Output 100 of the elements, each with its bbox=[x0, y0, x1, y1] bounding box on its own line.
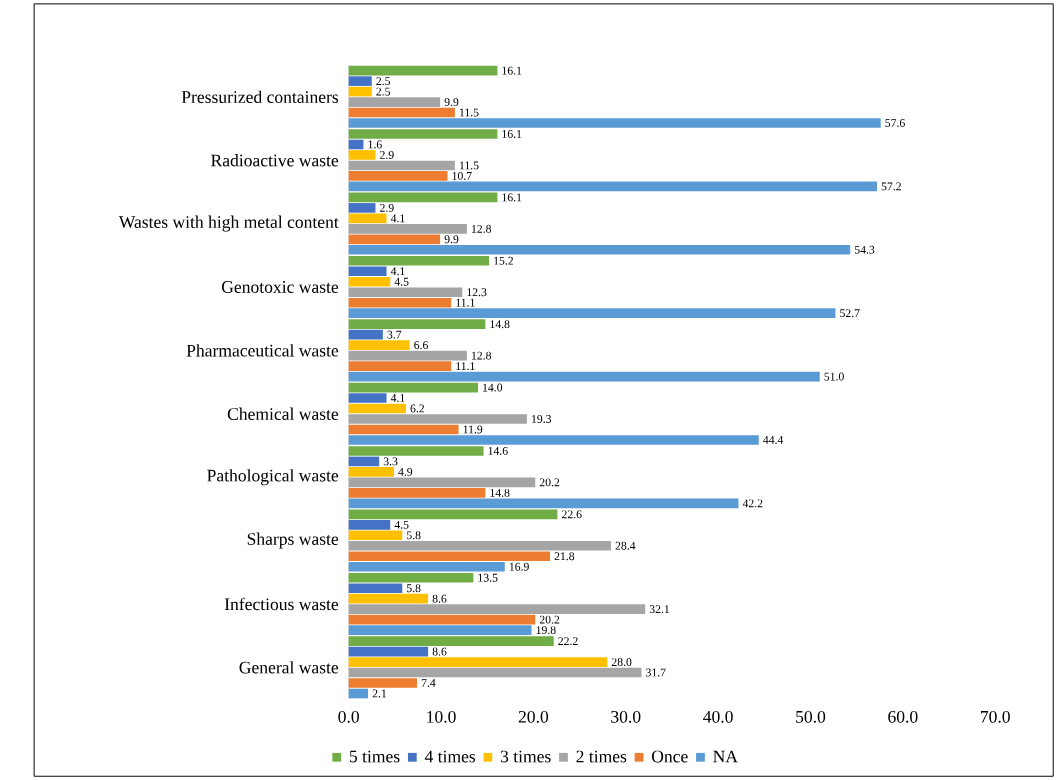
data-label: 2.5 bbox=[376, 77, 391, 86]
bar bbox=[348, 107, 455, 118]
data-label: 1.6 bbox=[368, 140, 382, 149]
data-label: 12.8 bbox=[472, 351, 492, 360]
data-label: 4.1 bbox=[390, 394, 405, 402]
data-label: 54.3 bbox=[854, 245, 875, 254]
bar bbox=[348, 65, 498, 76]
bar bbox=[348, 688, 369, 699]
data-label: 32.1 bbox=[649, 605, 670, 614]
data-label: 31.7 bbox=[646, 668, 666, 677]
data-label: 8.6 bbox=[432, 594, 447, 603]
x-tick-label: 40.0 bbox=[703, 710, 733, 723]
bar bbox=[348, 371, 820, 382]
bar bbox=[348, 308, 836, 318]
bar bbox=[348, 593, 429, 604]
data-label: 14.6 bbox=[488, 446, 508, 455]
data-label: 14.8 bbox=[490, 488, 510, 497]
data-label: 4.1 bbox=[390, 267, 405, 276]
data-label: 9.9 bbox=[444, 235, 459, 244]
data-label: 5.8 bbox=[407, 531, 421, 540]
x-tick-label: 60.0 bbox=[888, 710, 918, 723]
y-tick-label: Wastes with high metal content bbox=[118, 215, 339, 232]
bar bbox=[348, 530, 403, 541]
bar bbox=[348, 498, 739, 509]
bar bbox=[348, 234, 441, 245]
bar bbox=[348, 657, 608, 667]
x-tick-label: 10.0 bbox=[427, 710, 456, 723]
x-tick-label: 70.0 bbox=[981, 710, 1010, 723]
bar bbox=[348, 424, 459, 435]
y-tick-label: Chemical waste bbox=[227, 407, 339, 420]
legend-label: 5 times bbox=[349, 750, 400, 763]
data-label: 15.2 bbox=[494, 256, 513, 265]
data-label: 14.0 bbox=[483, 383, 503, 392]
bar bbox=[348, 636, 554, 646]
bar bbox=[348, 414, 527, 424]
data-label: 11.1 bbox=[456, 362, 475, 370]
data-label: 22.6 bbox=[562, 510, 582, 519]
y-tick-label: Radioactive waste bbox=[211, 153, 339, 167]
data-label: 11.5 bbox=[460, 161, 479, 170]
bar bbox=[348, 244, 851, 255]
data-label: 2.9 bbox=[380, 150, 394, 159]
data-label: 16.9 bbox=[509, 562, 529, 571]
data-label: 12.8 bbox=[472, 224, 492, 233]
y-tick-label: Infectious waste bbox=[224, 597, 339, 611]
bar bbox=[348, 181, 877, 192]
data-label: 4.5 bbox=[394, 520, 409, 529]
legend-label: 4 times bbox=[424, 750, 476, 763]
data-label: 20.2 bbox=[539, 478, 560, 487]
bar bbox=[348, 646, 429, 657]
data-label: 20.2 bbox=[539, 615, 560, 624]
data-label: 42.2 bbox=[742, 499, 763, 508]
data-label: 14.8 bbox=[490, 320, 510, 329]
bar bbox=[348, 456, 380, 467]
y-tick-label: Genotoxic waste bbox=[221, 281, 339, 293]
data-label: 6.6 bbox=[414, 341, 429, 350]
x-tick-label: 0.0 bbox=[338, 710, 359, 723]
bar bbox=[348, 203, 376, 213]
y-tick-label: Pathological waste bbox=[207, 469, 339, 486]
bar bbox=[348, 350, 467, 361]
bar bbox=[348, 319, 486, 329]
legend-label: NA bbox=[713, 750, 738, 763]
data-label: 11.1 bbox=[456, 298, 475, 307]
data-label: 21.8 bbox=[554, 552, 575, 561]
bar bbox=[348, 393, 387, 403]
bar bbox=[348, 667, 642, 678]
data-label: 2.1 bbox=[372, 689, 387, 698]
bar bbox=[348, 477, 536, 488]
data-label: 16.1 bbox=[502, 130, 522, 138]
bar bbox=[348, 86, 372, 97]
bar bbox=[348, 329, 383, 340]
bar bbox=[348, 129, 498, 139]
x-tick-label: 30.0 bbox=[611, 710, 641, 723]
bar bbox=[348, 583, 403, 593]
data-label: 51.0 bbox=[824, 372, 844, 381]
data-label: 16.1 bbox=[502, 193, 522, 202]
data-label: 8.6 bbox=[432, 647, 447, 656]
bar bbox=[348, 287, 463, 297]
bar bbox=[348, 276, 391, 287]
bar bbox=[348, 625, 532, 635]
data-label: 28.0 bbox=[611, 658, 632, 666]
bar bbox=[348, 382, 478, 393]
bar bbox=[348, 519, 391, 530]
data-label: 4.5 bbox=[394, 277, 409, 286]
bar bbox=[348, 297, 452, 308]
bar bbox=[348, 97, 441, 107]
bar bbox=[348, 446, 484, 456]
data-label: 2.9 bbox=[380, 203, 394, 212]
bar bbox=[348, 255, 490, 266]
data-label: 9.9 bbox=[444, 98, 459, 106]
data-label: 12.3 bbox=[467, 288, 487, 297]
data-label: 3.3 bbox=[383, 457, 398, 466]
data-label: 44.4 bbox=[763, 435, 784, 444]
bar bbox=[348, 171, 448, 181]
data-label: 4.9 bbox=[398, 467, 413, 476]
data-label: 11.9 bbox=[463, 425, 483, 434]
bar bbox=[348, 118, 881, 128]
bar bbox=[348, 403, 406, 414]
data-label: 2.5 bbox=[376, 87, 391, 96]
data-label: 28.4 bbox=[615, 541, 636, 550]
data-label: 52.7 bbox=[840, 309, 860, 318]
